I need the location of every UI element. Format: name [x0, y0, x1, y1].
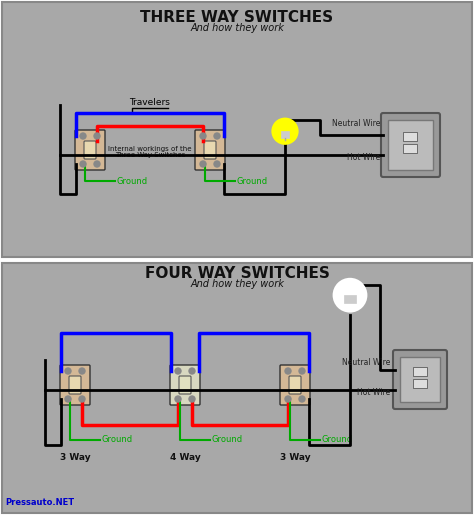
Circle shape — [79, 396, 85, 402]
Circle shape — [214, 133, 220, 139]
Circle shape — [189, 396, 195, 402]
Text: And how they work: And how they work — [190, 23, 284, 33]
Text: 4 Way: 4 Way — [170, 453, 201, 461]
Bar — [403, 144, 417, 153]
Bar — [281, 131, 290, 138]
Circle shape — [299, 396, 305, 402]
FancyBboxPatch shape — [393, 350, 447, 409]
Text: 3 Way: 3 Way — [60, 453, 91, 461]
FancyBboxPatch shape — [2, 2, 472, 257]
Circle shape — [285, 368, 291, 374]
Circle shape — [334, 279, 366, 311]
Text: 3 Way: 3 Way — [280, 453, 310, 461]
Bar — [388, 120, 433, 170]
Text: Ground: Ground — [237, 177, 268, 185]
Text: Ground: Ground — [322, 436, 353, 444]
Circle shape — [94, 133, 100, 139]
Circle shape — [65, 396, 71, 402]
Text: Ground: Ground — [117, 177, 148, 185]
Text: Internal workings of the
Three Way Switches: Internal workings of the Three Way Switc… — [108, 146, 192, 159]
FancyBboxPatch shape — [170, 365, 200, 405]
FancyBboxPatch shape — [69, 376, 81, 394]
Text: Ground: Ground — [212, 436, 243, 444]
Bar — [413, 379, 427, 388]
FancyBboxPatch shape — [84, 141, 96, 159]
FancyBboxPatch shape — [280, 365, 310, 405]
Bar — [345, 295, 356, 303]
Bar — [400, 357, 440, 402]
Circle shape — [189, 368, 195, 374]
FancyBboxPatch shape — [60, 365, 90, 405]
Bar — [413, 367, 427, 376]
Text: Travelers: Travelers — [129, 98, 171, 107]
Circle shape — [285, 396, 291, 402]
FancyBboxPatch shape — [204, 141, 216, 159]
Circle shape — [214, 161, 220, 167]
FancyBboxPatch shape — [75, 130, 105, 170]
Text: Neutral Wire: Neutral Wire — [332, 119, 380, 128]
Text: FOUR WAY SWITCHES: FOUR WAY SWITCHES — [145, 266, 329, 281]
Circle shape — [80, 161, 86, 167]
Text: Ground: Ground — [102, 436, 133, 444]
Text: THREE WAY SWITCHES: THREE WAY SWITCHES — [140, 9, 334, 25]
Text: Pressauto.NET: Pressauto.NET — [5, 498, 74, 507]
Circle shape — [299, 368, 305, 374]
Text: Neutral Wire: Neutral Wire — [342, 358, 390, 367]
FancyBboxPatch shape — [195, 130, 225, 170]
FancyBboxPatch shape — [381, 113, 440, 177]
FancyBboxPatch shape — [2, 263, 472, 513]
Circle shape — [175, 396, 181, 402]
Text: And how they work: And how they work — [190, 279, 284, 289]
FancyBboxPatch shape — [289, 376, 301, 394]
FancyBboxPatch shape — [179, 376, 191, 394]
Circle shape — [200, 133, 206, 139]
Circle shape — [273, 118, 298, 144]
Circle shape — [94, 161, 100, 167]
Circle shape — [65, 368, 71, 374]
Circle shape — [79, 368, 85, 374]
Circle shape — [200, 161, 206, 167]
Circle shape — [80, 133, 86, 139]
Text: Hot Wire: Hot Wire — [347, 153, 380, 162]
Bar — [403, 132, 417, 141]
Text: Hot Wire: Hot Wire — [357, 388, 390, 397]
Circle shape — [175, 368, 181, 374]
